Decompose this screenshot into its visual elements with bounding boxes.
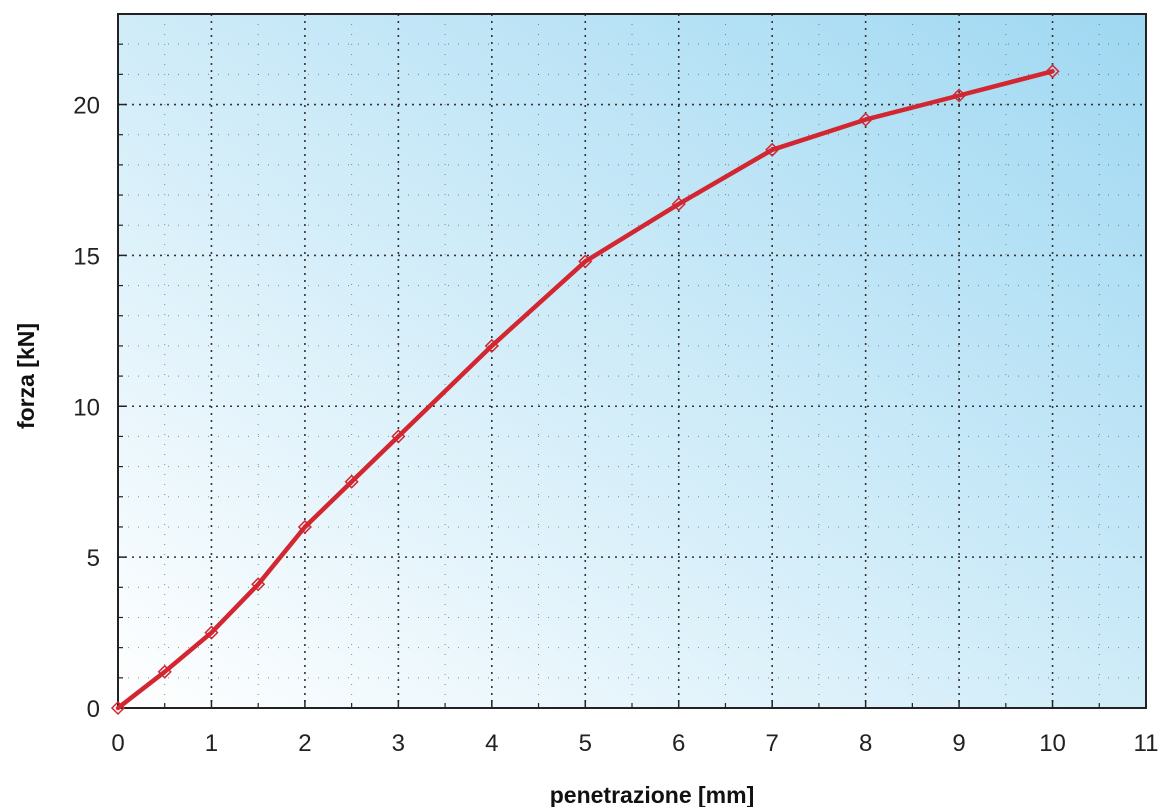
x-tick-label: 6 [672,730,685,757]
series-layer [110,64,1060,716]
data-point-marker [484,338,499,353]
data-point-marker [297,519,312,535]
x-axis-title: penetrazione [mm] [550,782,754,807]
y-tick-label: 15 [73,243,100,270]
x-tick-label: 8 [859,730,872,757]
x-tick-label: 0 [111,730,124,757]
data-point-marker [110,700,126,716]
x-tick-label: 1 [205,730,218,757]
y-axis-title: forza [kN] [13,323,39,429]
x-tick-label: 2 [298,730,311,757]
data-point-marker [671,197,686,212]
data-point-marker [1045,64,1060,79]
y-axis-ticks: 0 5 10 15 20 [73,43,126,723]
data-point-marker [391,429,406,444]
y-tick-label: 10 [73,394,100,421]
y-tick-label: 5 [87,545,100,572]
x-tick-label: 4 [485,730,498,757]
data-point-marker [858,112,873,127]
data-point-marker [251,577,266,592]
data-point-marker [204,625,219,640]
x-tick-label: 9 [952,730,965,757]
x-tick-label: 10 [1039,730,1066,757]
x-tick-label: 5 [579,730,592,757]
x-axis-ticks: 0 1 2 3 4 5 6 7 8 9 10 11 [111,700,1158,757]
data-point-marker [344,474,359,489]
data-point-marker [157,664,172,679]
data-point-marker [578,254,593,269]
x-tick-label: 3 [392,730,405,757]
data-point-marker [765,142,780,157]
data-point-marker [952,88,967,103]
series-line [115,69,1055,711]
x-tick-label: 7 [766,730,779,757]
x-tick-label: 11 [1134,730,1159,757]
y-tick-label: 20 [73,93,100,120]
y-tick-label: 0 [87,696,100,723]
plot-background [118,14,1146,708]
